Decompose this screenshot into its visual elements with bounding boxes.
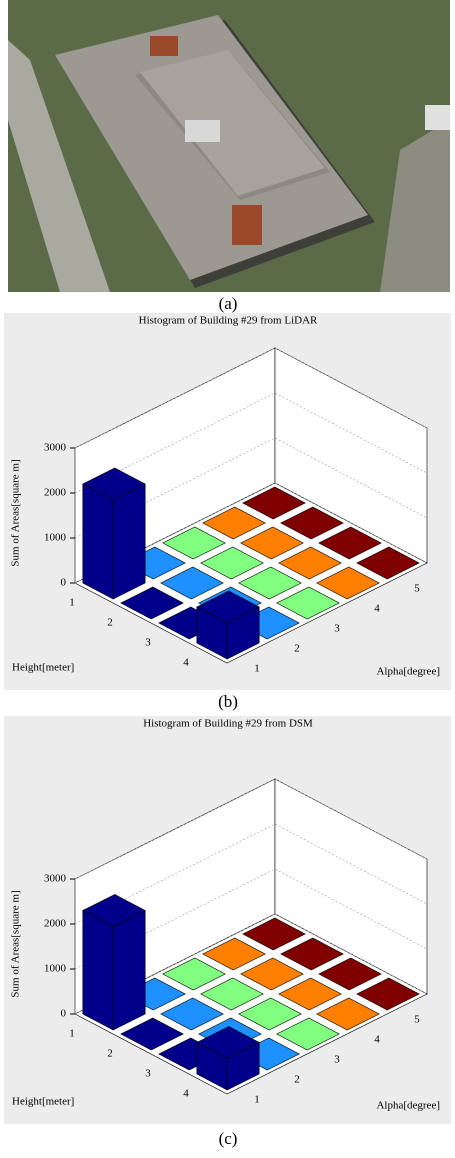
z-tick-label: 2000 [44,918,67,930]
figure: (a) Histogram of Building #29 from LiDAR… [0,0,455,1153]
z-axis-label: Sum of Areas[square m] [10,459,22,566]
y-tick-label: 1 [254,1094,260,1106]
x-tick-label: 1 [69,1028,75,1040]
x-axis-label: Height[meter] [12,1096,74,1108]
aerial-photo [8,0,450,292]
y-tick-label: 4 [374,1034,380,1046]
y-tick-label: 2 [294,643,300,655]
x-tick-label: 1 [69,597,75,609]
y-tick-label: 4 [374,603,380,615]
z-tick-label: 0 [61,1008,67,1020]
z-tick-label: 3000 [44,873,67,885]
x-tick-label: 3 [145,637,151,649]
z-tick-label: 2000 [44,487,67,499]
x-tick-label: 4 [183,657,189,669]
x-tick-label: 4 [183,1088,189,1100]
x-tick-label: 3 [145,1068,151,1080]
y-tick-label: 2 [294,1074,300,1086]
y-axis-label: Alpha[degree] [376,1100,440,1112]
z-tick-label: 1000 [44,963,67,975]
y-axis-label: Alpha[degree] [376,666,440,678]
x-tick-label: 2 [107,617,113,629]
bar-face [113,911,145,1031]
z-tick-label: 3000 [44,442,67,454]
x-axis-label: Height[meter] [12,662,74,674]
caption: (a) [219,294,238,313]
chart: Histogram of Building #29 from LiDAR 0 100… [4,313,451,690]
y-tick-label: 3 [334,623,340,635]
caption: (c) [219,1129,238,1148]
y-tick-label: 5 [414,1014,420,1026]
z-tick-label: 0 [61,577,67,589]
caption: (b) [218,692,238,711]
bar-face [113,484,145,599]
x-tick-label: 2 [107,1048,113,1060]
y-tick-label: 1 [254,663,260,675]
z-tick-label: 1000 [44,532,67,544]
bar-face [83,484,113,599]
chart-title: Histogram of Building #29 from LiDAR [139,315,318,327]
chart-title: Histogram of Building #29 from DSM [143,718,313,730]
y-tick-label: 5 [414,583,420,595]
z-axis-label: Sum of Areas[square m] [10,890,22,997]
chart: Histogram of Building #29 from DSM 0 1000 2… [4,716,451,1124]
bar-face [83,911,113,1031]
y-tick-label: 3 [334,1054,340,1066]
